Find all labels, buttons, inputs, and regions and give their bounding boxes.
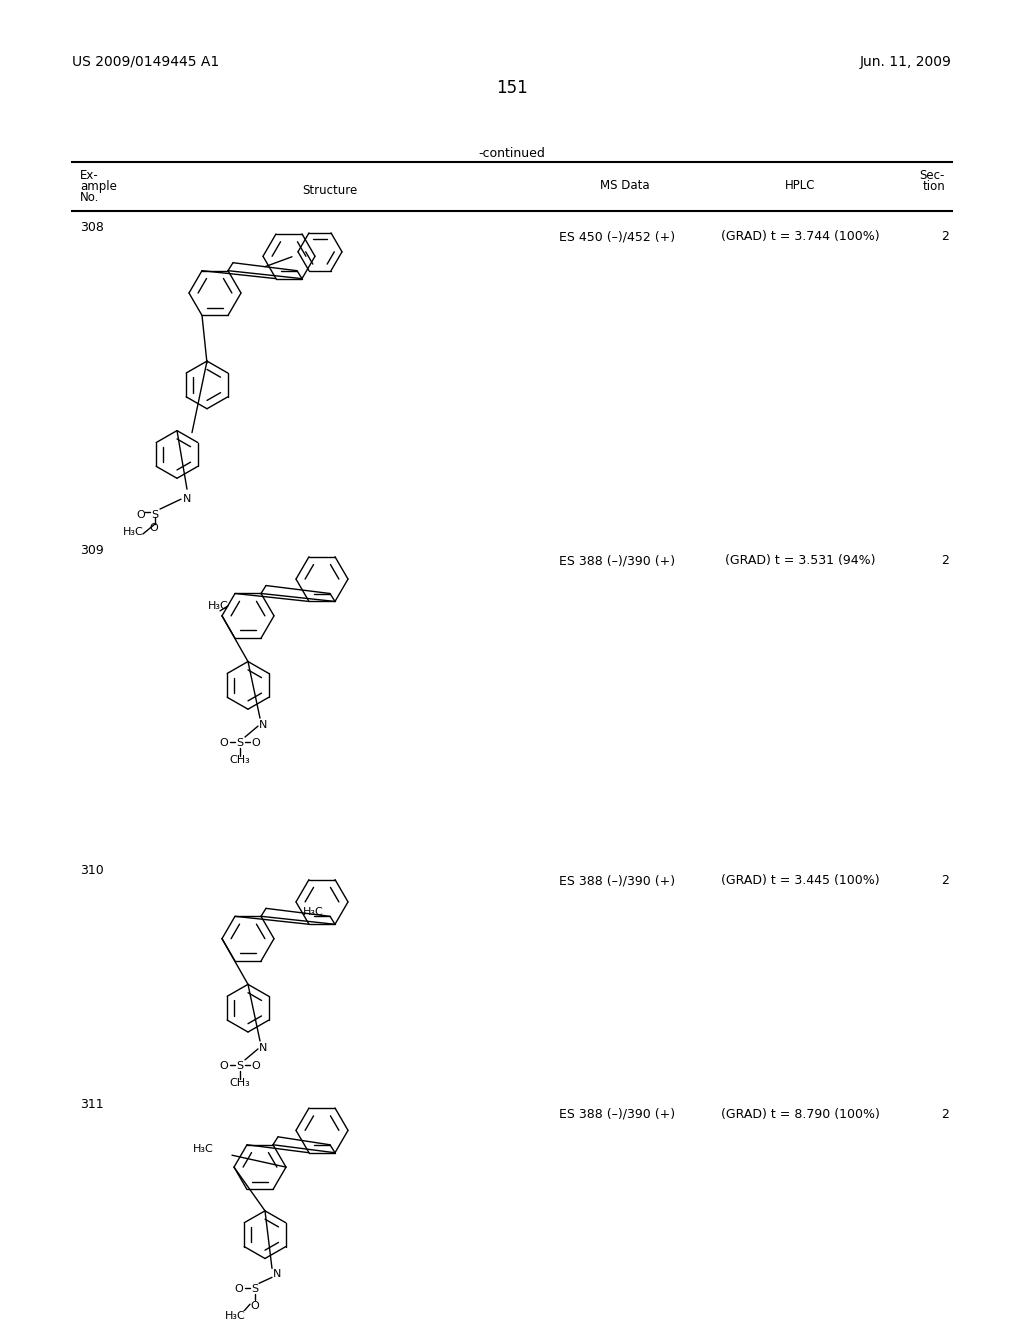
Text: 2: 2 xyxy=(941,1107,949,1121)
Text: 2: 2 xyxy=(941,554,949,568)
Text: H₃C: H₃C xyxy=(123,527,143,537)
Text: Ex-: Ex- xyxy=(80,169,98,182)
Text: H₃C: H₃C xyxy=(194,1144,214,1154)
Text: 311: 311 xyxy=(80,1098,103,1110)
Text: CH₃: CH₃ xyxy=(229,755,251,764)
Text: tion: tion xyxy=(923,180,945,193)
Text: N: N xyxy=(259,1043,267,1053)
Text: CH₃: CH₃ xyxy=(229,1077,251,1088)
Text: MS Data: MS Data xyxy=(600,178,650,191)
Text: ample: ample xyxy=(80,180,117,193)
Text: 151: 151 xyxy=(496,79,528,98)
Text: (GRAD) t = 8.790 (100%): (GRAD) t = 8.790 (100%) xyxy=(721,1107,880,1121)
Text: Jun. 11, 2009: Jun. 11, 2009 xyxy=(860,54,952,69)
Text: ES 450 (–)/452 (+): ES 450 (–)/452 (+) xyxy=(559,231,675,243)
Text: N: N xyxy=(183,494,191,504)
Text: S: S xyxy=(152,510,159,520)
Text: S: S xyxy=(237,738,244,748)
Text: 309: 309 xyxy=(80,544,103,557)
Text: H₃C: H₃C xyxy=(224,1311,246,1320)
Text: (GRAD) t = 3.445 (100%): (GRAD) t = 3.445 (100%) xyxy=(721,874,880,887)
Text: 2: 2 xyxy=(941,231,949,243)
Text: O: O xyxy=(219,1061,228,1071)
Text: S: S xyxy=(237,1061,244,1071)
Text: O: O xyxy=(219,738,228,748)
Text: (GRAD) t = 3.531 (94%): (GRAD) t = 3.531 (94%) xyxy=(725,554,876,568)
Text: 310: 310 xyxy=(80,865,103,878)
Text: H₃C: H₃C xyxy=(303,907,324,917)
Text: O: O xyxy=(252,738,260,748)
Text: 2: 2 xyxy=(941,874,949,887)
Text: (GRAD) t = 3.744 (100%): (GRAD) t = 3.744 (100%) xyxy=(721,231,880,243)
Text: O: O xyxy=(251,1302,259,1311)
Text: ES 388 (–)/390 (+): ES 388 (–)/390 (+) xyxy=(559,554,675,568)
Text: H₃C: H₃C xyxy=(208,601,228,611)
Text: US 2009/0149445 A1: US 2009/0149445 A1 xyxy=(72,54,219,69)
Text: O: O xyxy=(150,523,159,533)
Text: S: S xyxy=(252,1284,259,1295)
Text: ES 388 (–)/390 (+): ES 388 (–)/390 (+) xyxy=(559,874,675,887)
Text: O: O xyxy=(234,1284,244,1295)
Text: O: O xyxy=(136,510,145,520)
Text: Structure: Structure xyxy=(302,183,357,197)
Text: N: N xyxy=(272,1270,282,1279)
Text: -continued: -continued xyxy=(478,147,546,160)
Text: N: N xyxy=(259,721,267,730)
Text: No.: No. xyxy=(80,190,99,203)
Text: HPLC: HPLC xyxy=(784,178,815,191)
Text: ES 388 (–)/390 (+): ES 388 (–)/390 (+) xyxy=(559,1107,675,1121)
Text: O: O xyxy=(252,1061,260,1071)
Text: 308: 308 xyxy=(80,220,103,234)
Text: Sec-: Sec- xyxy=(920,169,945,182)
